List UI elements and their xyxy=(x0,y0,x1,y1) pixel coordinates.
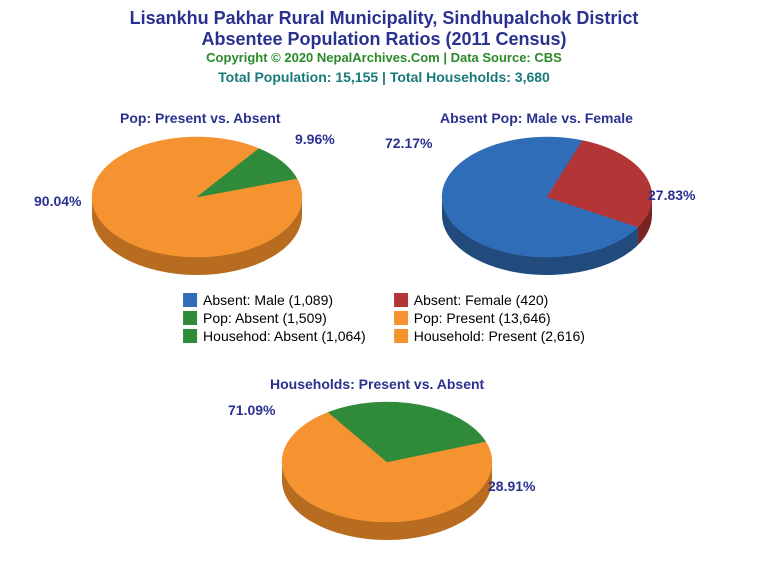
legend: Absent: Male (1,089) Absent: Female (420)… xyxy=(183,292,585,344)
legend-text: Pop: Present (13,646) xyxy=(414,310,551,326)
chart3-pie: 71.09%28.91% xyxy=(280,400,494,547)
legend-swatch xyxy=(183,293,197,307)
pct-label: 9.96% xyxy=(295,131,335,147)
legend-item: Absent: Male (1,089) xyxy=(183,292,366,308)
legend-swatch xyxy=(183,329,197,343)
legend-swatch xyxy=(394,329,408,343)
chart3-title: Households: Present vs. Absent xyxy=(270,376,484,392)
pct-label: 72.17% xyxy=(385,135,432,151)
legend-item: Househod: Absent (1,064) xyxy=(183,328,366,344)
title-block: Lisankhu Pakhar Rural Municipality, Sind… xyxy=(0,0,768,85)
legend-item: Pop: Present (13,646) xyxy=(394,310,585,326)
pct-label: 90.04% xyxy=(34,193,81,209)
chart2-pie: 72.17%27.83% xyxy=(440,135,654,282)
chart1-title: Pop: Present vs. Absent xyxy=(120,110,281,126)
legend-text: Househod: Absent (1,064) xyxy=(203,328,366,344)
title-line-2: Absentee Population Ratios (2011 Census) xyxy=(0,29,768,50)
legend-swatch xyxy=(394,311,408,325)
legend-item: Household: Present (2,616) xyxy=(394,328,585,344)
legend-swatch xyxy=(183,311,197,325)
legend-text: Pop: Absent (1,509) xyxy=(203,310,327,326)
legend-item: Pop: Absent (1,509) xyxy=(183,310,366,326)
pct-label: 28.91% xyxy=(488,478,535,494)
legend-text: Absent: Female (420) xyxy=(414,292,549,308)
totals-line: Total Population: 15,155 | Total Househo… xyxy=(0,69,768,85)
pct-label: 27.83% xyxy=(648,187,695,203)
chart2-title: Absent Pop: Male vs. Female xyxy=(440,110,633,126)
legend-text: Absent: Male (1,089) xyxy=(203,292,333,308)
legend-swatch xyxy=(394,293,408,307)
copyright-line: Copyright © 2020 NepalArchives.Com | Dat… xyxy=(0,50,768,65)
title-line-1: Lisankhu Pakhar Rural Municipality, Sind… xyxy=(0,8,768,29)
pct-label: 71.09% xyxy=(228,402,275,418)
legend-text: Household: Present (2,616) xyxy=(414,328,585,344)
legend-item: Absent: Female (420) xyxy=(394,292,585,308)
chart1-pie: 90.04%9.96% xyxy=(90,135,304,282)
